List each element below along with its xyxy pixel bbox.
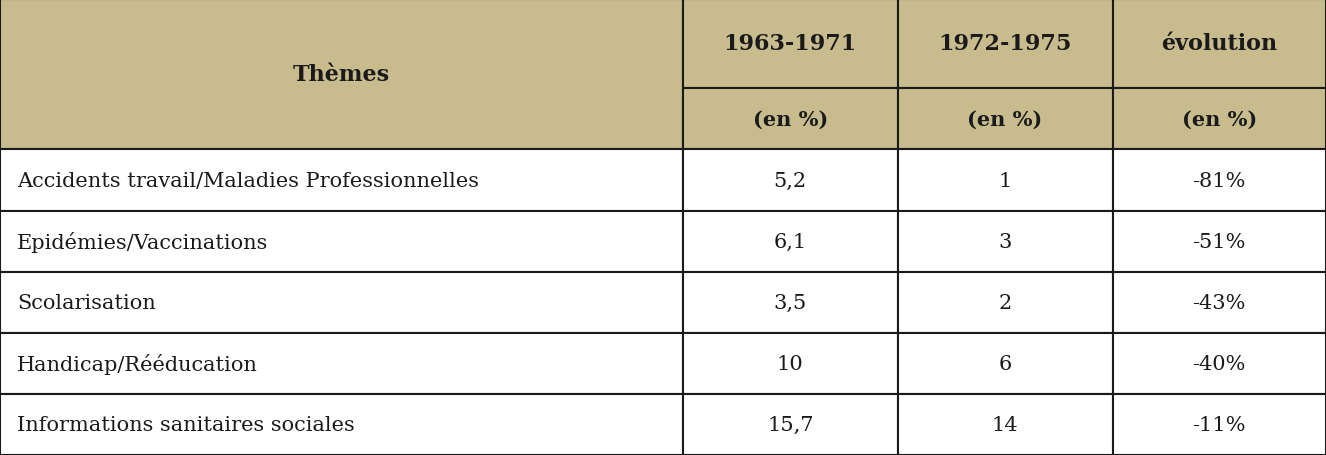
Bar <box>1113 333 1326 394</box>
Text: -81%: -81% <box>1192 171 1246 190</box>
Text: Handicap/Rééducation: Handicap/Rééducation <box>17 353 259 374</box>
Text: évolution: évolution <box>1162 33 1277 56</box>
Text: (en %): (en %) <box>1181 110 1257 129</box>
Text: -43%: -43% <box>1192 293 1246 312</box>
Text: -51%: -51% <box>1192 232 1246 251</box>
Text: 3,5: 3,5 <box>773 293 808 312</box>
Text: 1963-1971: 1963-1971 <box>724 33 857 56</box>
Bar <box>898 0 1113 89</box>
Text: 2: 2 <box>998 293 1012 312</box>
Bar <box>898 89 1113 150</box>
Bar <box>683 333 898 394</box>
Bar <box>898 150 1113 211</box>
Text: 6: 6 <box>998 354 1012 373</box>
Text: 10: 10 <box>777 354 804 373</box>
Text: 3: 3 <box>998 232 1012 251</box>
Text: Thèmes: Thèmes <box>293 64 390 86</box>
Text: Epidémies/Vaccinations: Epidémies/Vaccinations <box>17 231 269 252</box>
Text: (en %): (en %) <box>753 110 827 129</box>
Text: -11%: -11% <box>1192 415 1246 434</box>
Text: 14: 14 <box>992 415 1018 434</box>
Bar <box>0 272 683 333</box>
Bar <box>0 211 683 272</box>
Bar <box>898 272 1113 333</box>
Bar <box>898 394 1113 455</box>
Text: 15,7: 15,7 <box>766 415 814 434</box>
Text: Scolarisation: Scolarisation <box>17 293 156 312</box>
Bar <box>0 333 683 394</box>
Bar <box>683 211 898 272</box>
Bar <box>0 0 683 150</box>
Bar <box>1113 394 1326 455</box>
Bar <box>683 0 898 89</box>
Bar <box>683 394 898 455</box>
Text: 1972-1975: 1972-1975 <box>939 33 1071 56</box>
Bar <box>683 272 898 333</box>
Bar <box>1113 272 1326 333</box>
Bar <box>1113 89 1326 150</box>
Text: 5,2: 5,2 <box>774 171 806 190</box>
Text: -40%: -40% <box>1192 354 1246 373</box>
Text: (en %): (en %) <box>968 110 1042 129</box>
Text: 6,1: 6,1 <box>773 232 808 251</box>
Bar <box>683 89 898 150</box>
Text: Informations sanitaires sociales: Informations sanitaires sociales <box>17 415 355 434</box>
Bar <box>0 394 683 455</box>
Bar <box>683 150 898 211</box>
Bar <box>1113 211 1326 272</box>
Bar <box>898 333 1113 394</box>
Bar <box>1113 150 1326 211</box>
Bar <box>898 211 1113 272</box>
Text: 1: 1 <box>998 171 1012 190</box>
Bar <box>1113 0 1326 89</box>
Bar <box>0 150 683 211</box>
Text: Accidents travail/Maladies Professionnelles: Accidents travail/Maladies Professionnel… <box>17 171 479 190</box>
